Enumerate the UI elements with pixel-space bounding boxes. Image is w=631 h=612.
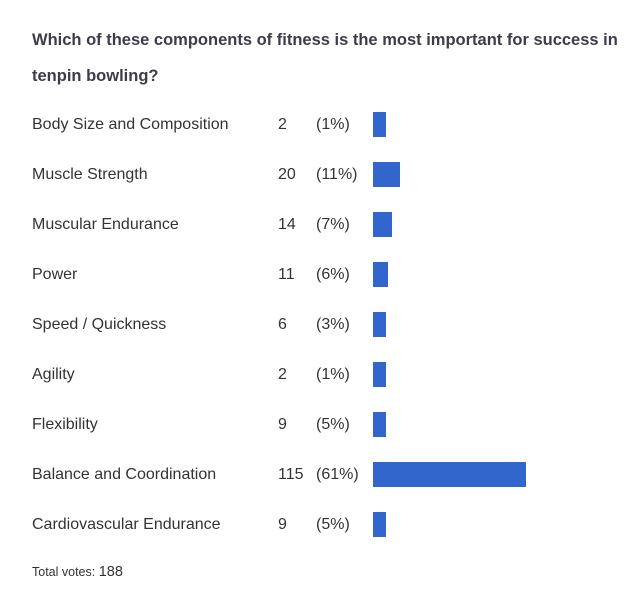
vote-percent: (7%) — [316, 216, 350, 233]
poll-row: Cardiovascular Endurance 9 (5%) — [0, 512, 631, 538]
vote-count: 20 — [278, 166, 296, 183]
poll-row: Body Size and Composition 2 (1%) — [0, 112, 631, 138]
vote-percent: (5%) — [316, 416, 350, 433]
vote-bar — [373, 212, 392, 237]
vote-count: 11 — [278, 266, 295, 283]
vote-bar — [373, 412, 386, 437]
poll-row: Power 11 (6%) — [0, 262, 631, 288]
poll-row: Muscular Endurance 14 (7%) — [0, 212, 631, 238]
vote-count: 2 — [278, 366, 287, 383]
poll-row: Muscle Strength 20 (11%) — [0, 162, 631, 188]
vote-count: 2 — [278, 116, 287, 133]
vote-bar — [373, 512, 386, 537]
option-label: Agility — [32, 366, 75, 383]
option-label: Body Size and Composition — [32, 116, 229, 133]
option-label: Flexibility — [32, 416, 98, 433]
poll-question: Which of these components of fitness is … — [32, 31, 618, 85]
vote-percent: (1%) — [316, 116, 350, 133]
option-label: Cardiovascular Endurance — [32, 516, 221, 533]
poll-row: Flexibility 9 (5%) — [0, 412, 631, 438]
vote-bar — [373, 162, 400, 187]
option-label: Power — [32, 266, 78, 283]
vote-bar — [373, 262, 388, 287]
vote-percent: (6%) — [316, 266, 350, 283]
vote-percent: (61%) — [316, 466, 359, 483]
poll-row: Speed / Quickness 6 (3%) — [0, 312, 631, 338]
total-votes: Total votes: 188 — [32, 564, 123, 580]
option-label: Speed / Quickness — [32, 316, 167, 333]
vote-bar — [373, 462, 526, 487]
vote-bar — [373, 312, 386, 337]
total-votes-value: 188 — [98, 564, 123, 580]
option-label: Muscular Endurance — [32, 216, 179, 233]
poll-row: Agility 2 (1%) — [0, 362, 631, 388]
vote-bar — [373, 362, 386, 387]
poll-row: Balance and Coordination 115 (61%) — [0, 462, 631, 488]
vote-count: 9 — [278, 416, 287, 433]
total-votes-label: Total votes: — [32, 565, 96, 579]
vote-percent: (5%) — [316, 516, 350, 533]
vote-percent: (11%) — [316, 166, 358, 183]
vote-percent: (1%) — [316, 366, 350, 383]
vote-count: 115 — [278, 466, 304, 483]
vote-count: 9 — [278, 516, 287, 533]
vote-percent: (3%) — [316, 316, 350, 333]
option-label: Balance and Coordination — [32, 466, 217, 483]
option-label: Muscle Strength — [32, 166, 148, 183]
vote-count: 6 — [278, 316, 287, 333]
vote-bar — [373, 112, 386, 137]
vote-count: 14 — [278, 216, 296, 233]
